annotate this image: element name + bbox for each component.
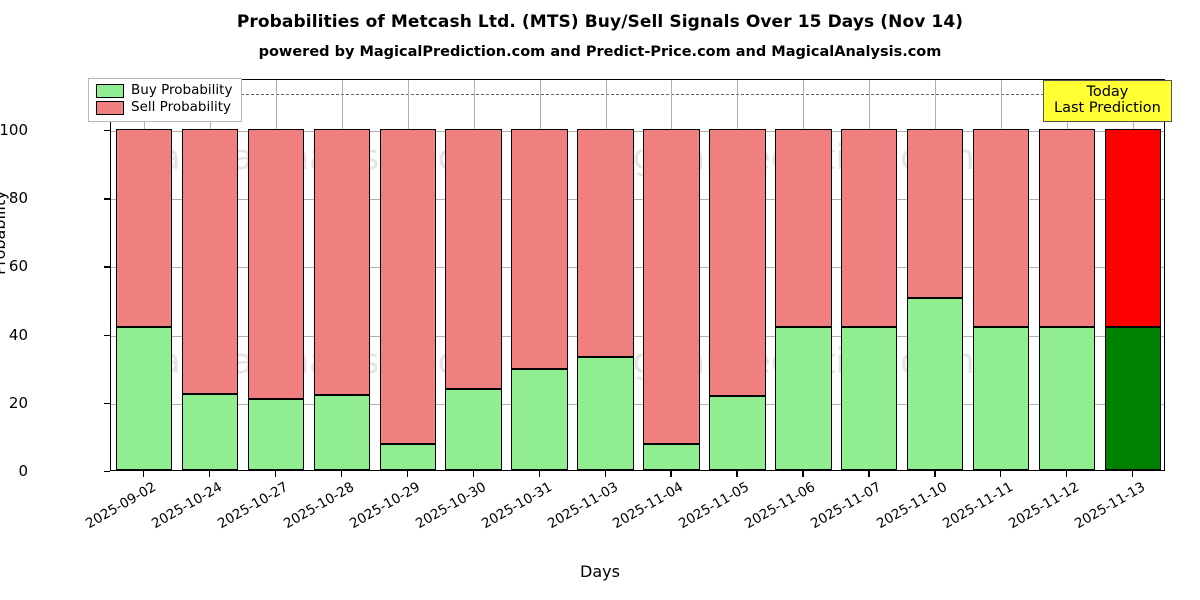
x-tick-mark [670, 471, 672, 477]
y-gridline [111, 335, 1164, 337]
bar-group[interactable] [841, 80, 898, 470]
bar-group[interactable] [247, 80, 305, 470]
x-tick-mark [208, 471, 211, 477]
bar-segment-sell[interactable] [972, 129, 1030, 327]
bar-segment-sell[interactable] [577, 129, 634, 357]
bar-segment-buy[interactable] [1038, 326, 1096, 470]
bar-group[interactable] [577, 80, 634, 470]
y-tick-mark [104, 130, 110, 132]
x-tick-mark [802, 471, 804, 477]
bar-segment-sell[interactable] [1038, 129, 1096, 327]
bar-segment-buy[interactable] [247, 399, 305, 470]
bar-segment-sell[interactable] [379, 129, 436, 444]
x-axis-title: Days [580, 562, 620, 581]
x-tick-mark [736, 471, 738, 477]
y-tick-mark [104, 198, 110, 200]
bar-group[interactable] [115, 80, 173, 470]
x-tick-mark [274, 471, 277, 477]
today-annotation-line1: Today [1086, 84, 1129, 100]
bar-segment-buy[interactable] [115, 326, 173, 470]
y-tick-mark [104, 266, 110, 268]
bar-group[interactable] [379, 80, 436, 470]
x-tick-mark [406, 471, 409, 477]
x-tick-mark [538, 471, 540, 477]
legend-swatch-buy [96, 84, 124, 98]
bar-group[interactable] [1038, 80, 1096, 470]
bar-group[interactable] [445, 80, 502, 470]
bar-segment-sell[interactable] [1104, 129, 1162, 327]
bar-group[interactable] [181, 80, 239, 470]
legend-item-sell: Sell Probability [96, 101, 232, 115]
bar-segment-buy[interactable] [511, 369, 568, 470]
bar-segment-buy[interactable] [841, 326, 898, 470]
y-tick-label: 40 [8, 325, 28, 344]
bar-segment-sell[interactable] [247, 129, 305, 400]
y-tick-label: 20 [8, 393, 28, 412]
today-annotation-line2: Last Prediction [1054, 100, 1161, 117]
x-tick-mark [472, 471, 474, 477]
chart-legend: Buy Probability Sell Probability [88, 78, 243, 122]
y-tick-mark [104, 402, 110, 405]
bar-segment-sell[interactable] [775, 129, 832, 327]
bar-group[interactable] [775, 80, 832, 470]
x-tick-mark [1000, 471, 1002, 477]
bar-group[interactable] [907, 80, 964, 470]
bar-segment-sell[interactable] [313, 129, 370, 396]
bar-group[interactable] [709, 80, 766, 470]
bar-segment-buy[interactable] [709, 395, 766, 470]
x-tick-mark [934, 471, 936, 477]
x-tick-mark [1066, 471, 1068, 477]
reference-line [111, 93, 1164, 95]
x-tick-mark [142, 471, 145, 477]
bar-segment-sell[interactable] [907, 129, 964, 299]
y-tick-label: 100 [0, 121, 28, 140]
bar-group[interactable] [1104, 80, 1162, 470]
y-gridline [111, 199, 1164, 201]
bar-segment-buy[interactable] [577, 356, 634, 470]
y-gridline [111, 403, 1164, 405]
x-tick-mark [868, 471, 870, 477]
today-annotation: Today Last Prediction [1043, 80, 1172, 123]
bar-segment-buy[interactable] [972, 326, 1030, 470]
x-tick-mark [340, 471, 343, 477]
bar-group[interactable] [972, 80, 1030, 470]
legend-label-sell: Sell Probability [131, 99, 232, 116]
y-tick-mark [104, 471, 110, 473]
bar-segment-buy[interactable] [379, 443, 436, 470]
bar-segment-sell[interactable] [841, 129, 898, 327]
bar-group[interactable] [511, 80, 568, 470]
y-gridline [111, 267, 1164, 269]
y-tick-label: 0 [18, 462, 28, 480]
legend-label-buy: Buy Probability [131, 82, 233, 99]
bar-segment-sell[interactable] [643, 129, 700, 444]
y-tick-mark [104, 334, 110, 336]
y-gridline [111, 131, 1164, 133]
bar-segment-sell[interactable] [445, 129, 502, 389]
bar-group[interactable] [313, 80, 370, 470]
bar-segment-buy[interactable] [181, 394, 239, 470]
chart-subtitle: powered by MagicalPrediction.com and Pre… [258, 44, 942, 60]
bar-segment-buy[interactable] [445, 388, 502, 470]
bar-segment-sell[interactable] [709, 129, 766, 396]
legend-item-buy: Buy Probability [96, 84, 232, 98]
bar-segment-buy[interactable] [775, 326, 832, 470]
bar-segment-buy[interactable] [643, 443, 700, 470]
x-tick-mark [604, 471, 606, 477]
x-tick-mark [1132, 471, 1134, 477]
y-tick-label: 80 [8, 189, 28, 208]
legend-swatch-sell [96, 101, 124, 115]
y-tick-label: 60 [8, 257, 28, 276]
bar-segment-sell[interactable] [511, 129, 568, 370]
bar-segment-sell[interactable] [181, 129, 239, 395]
bar-segment-sell[interactable] [115, 129, 173, 327]
bar-group[interactable] [643, 80, 700, 470]
x-tick-label: 2025-09-02 [83, 479, 159, 533]
plot-inner: MagicalAnalysis.comMagicalPrediction.com… [111, 80, 1164, 470]
bar-segment-buy[interactable] [1104, 326, 1162, 470]
bar-segment-buy[interactable] [907, 298, 964, 470]
bar-segment-buy[interactable] [313, 395, 370, 470]
chart-title: Probabilities of Metcash Ltd. (MTS) Buy/… [236, 12, 964, 32]
plot-area: MagicalAnalysis.comMagicalPrediction.com… [110, 79, 1165, 471]
